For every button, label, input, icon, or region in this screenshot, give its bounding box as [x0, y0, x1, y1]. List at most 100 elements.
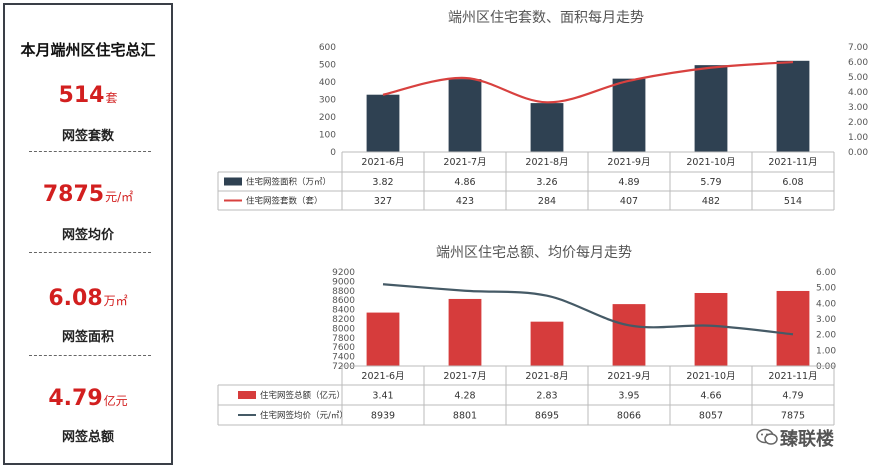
- right-axis-tick: 4.00: [816, 299, 836, 309]
- chart1-title: 端州区住宅套数、面积每月走势: [448, 10, 644, 26]
- summary-panel: 本月端州区住宅总汇 514套 网签套数 7875元/㎡ 网签均价 6.08万㎡ …: [3, 3, 173, 465]
- table-value: 8057: [699, 411, 723, 422]
- right-axis-tick: 3.00: [816, 315, 836, 325]
- wechat-icon: [756, 428, 778, 445]
- right-axis-tick: 4.00: [848, 88, 868, 98]
- table-value: 4.66: [700, 391, 721, 402]
- table-value: 4.79: [782, 391, 803, 402]
- table-value: 6.08: [782, 177, 803, 188]
- table-value: 3.41: [372, 391, 393, 402]
- divider: [29, 151, 151, 152]
- right-axis-tick: 2.00: [816, 331, 836, 341]
- metric-price-unit: 元/㎡: [105, 190, 134, 204]
- left-axis-tick: 0: [330, 148, 336, 158]
- right-axis-tick: 0.00: [848, 148, 868, 158]
- left-axis-tick: 600: [319, 43, 336, 53]
- metric-units-label: 网签套数: [61, 129, 114, 144]
- metric-total-value: 4.79亿元: [5, 386, 171, 411]
- metric-area-number: 6.08: [48, 286, 103, 311]
- table-value: 7875: [781, 411, 805, 422]
- right-axis-tick: 5.00: [816, 284, 836, 294]
- x-tick-label: 2021-10月: [686, 157, 735, 168]
- left-axis-tick: 300: [319, 96, 336, 106]
- bar: [776, 290, 810, 366]
- series-line: [382, 283, 794, 336]
- bar: [366, 312, 400, 366]
- divider: [29, 252, 151, 253]
- table-value: 8695: [535, 411, 559, 422]
- left-axis-tick: 8000: [332, 324, 355, 334]
- x-tick-label: 2021-7月: [443, 157, 486, 168]
- right-axis-tick: 1.00: [816, 346, 836, 356]
- table-value: 4.89: [618, 177, 639, 188]
- metric-total-label: 网签总额: [61, 430, 114, 445]
- metric-price-label: 网签均价: [61, 228, 114, 243]
- legend-label: 住宅网签面积（万㎡）: [246, 177, 331, 188]
- left-axis-tick: 7200: [332, 362, 355, 372]
- metric-units-value: 514套: [5, 83, 171, 108]
- x-tick-label: 2021-7月: [443, 371, 486, 382]
- bar: [366, 94, 400, 152]
- left-axis-tick: 400: [319, 78, 336, 88]
- bar: [530, 103, 564, 152]
- brand-name: 臻联楼: [780, 429, 834, 450]
- x-tick-label: 2021-11月: [768, 157, 817, 168]
- bar: [612, 78, 646, 152]
- metric-area-label: 网签面积: [61, 330, 114, 345]
- table-value: 327: [374, 196, 392, 207]
- bar: [448, 298, 482, 366]
- left-axis-tick: 7600: [332, 343, 355, 353]
- table-value: 3.82: [372, 177, 393, 188]
- bar: [694, 65, 728, 152]
- table-value: 4.28: [454, 391, 475, 402]
- x-tick-label: 2021-9月: [607, 157, 650, 168]
- left-axis-tick: 9200: [332, 268, 355, 278]
- right-axis-tick: 7.00: [848, 43, 868, 53]
- right-axis-tick: 0.00: [816, 362, 836, 372]
- table-value: 5.79: [700, 177, 721, 188]
- table-value: 284: [538, 196, 556, 207]
- metric-price-value: 7875元/㎡: [5, 182, 171, 207]
- bar: [530, 321, 564, 366]
- x-tick-label: 2021-8月: [525, 371, 568, 382]
- table-value: 8939: [371, 411, 395, 422]
- bar: [776, 60, 810, 152]
- left-axis-tick: 500: [319, 61, 336, 71]
- table-value: 407: [620, 196, 638, 207]
- legend-label: 住宅网签总额（亿元）: [260, 390, 345, 401]
- left-axis-tick: 8600: [332, 296, 355, 306]
- left-axis-tick: 7400: [332, 353, 355, 363]
- table-value: 514: [784, 196, 802, 207]
- metric-area-unit: 万㎡: [103, 294, 128, 308]
- metric-price-number: 7875: [42, 182, 105, 207]
- left-axis-tick: 100: [319, 131, 336, 141]
- table-value: 482: [702, 196, 720, 207]
- legend-label: 住宅网签均价（元/㎡）: [260, 410, 348, 421]
- divider: [29, 355, 151, 356]
- right-axis-tick: 1.00: [848, 133, 868, 143]
- metric-area-value: 6.08万㎡: [5, 286, 171, 311]
- metric-units-unit: 套: [105, 91, 118, 105]
- legend-marker: [224, 177, 242, 186]
- summary-title: 本月端州区住宅总汇: [20, 41, 156, 59]
- left-axis-tick: 200: [319, 113, 336, 123]
- table-value: 4.86: [454, 177, 475, 188]
- legend-marker: [238, 391, 256, 399]
- left-axis-tick: 7800: [332, 334, 355, 344]
- right-axis-tick: 6.00: [848, 58, 868, 68]
- right-axis-tick: 2.00: [848, 118, 868, 128]
- left-axis-tick: 8200: [332, 315, 355, 325]
- metric-units-number: 514: [58, 83, 105, 108]
- table-value: 8066: [617, 411, 641, 422]
- table-value: 3.95: [618, 391, 639, 402]
- chart2-title: 端州区住宅总额、均价每月走势: [436, 245, 632, 261]
- right-axis-tick: 6.00: [816, 268, 836, 278]
- table-value: 8801: [453, 411, 477, 422]
- bar: [612, 304, 646, 366]
- table-value: 2.83: [536, 391, 557, 402]
- x-tick-label: 2021-6月: [361, 157, 404, 168]
- left-axis-tick: 9000: [332, 277, 355, 287]
- x-tick-label: 2021-8月: [525, 157, 568, 168]
- table-value: 423: [456, 196, 474, 207]
